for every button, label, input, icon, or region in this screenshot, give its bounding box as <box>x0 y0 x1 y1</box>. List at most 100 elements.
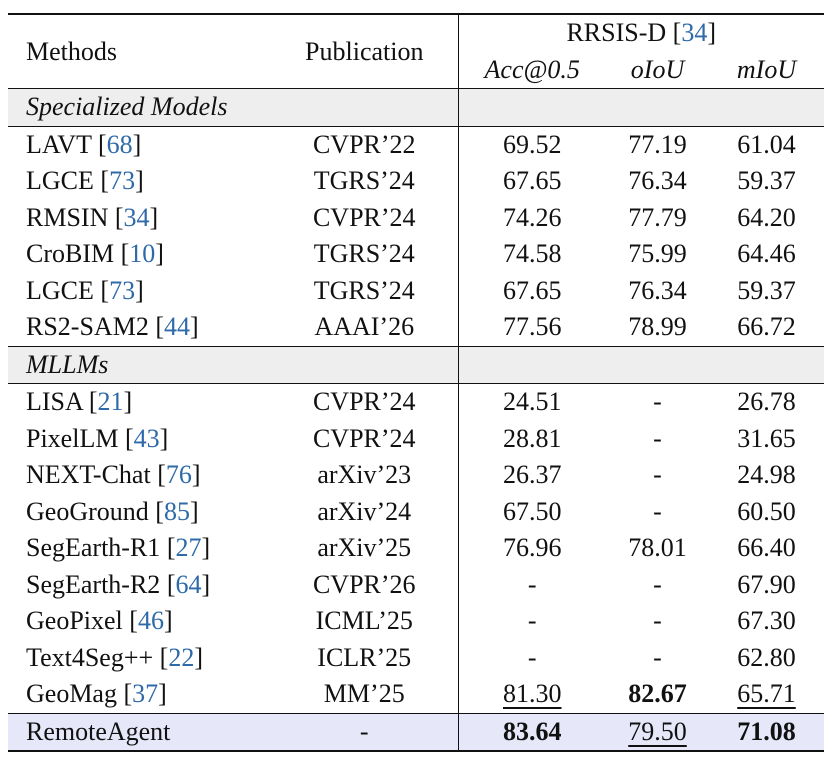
oiou-value: - <box>653 642 662 672</box>
miou-cell: 64.20 <box>709 200 824 237</box>
method-name: Text4Seg++ <box>26 642 154 672</box>
table-row: RS2-SAM2 [44] AAAI’26 77.56 78.99 66.72 <box>8 309 824 346</box>
acc-cell: 77.56 <box>457 309 606 346</box>
ours-miou-value: 71.08 <box>737 716 796 746</box>
citation-ref[interactable]: 73 <box>109 275 136 305</box>
oiou-value: 76.34 <box>628 275 687 305</box>
oiou-cell: - <box>606 421 709 458</box>
miou-cell: 62.80 <box>709 640 824 677</box>
miou-cell: 61.04 <box>709 126 824 163</box>
oiou-cell: 77.19 <box>606 126 709 163</box>
miou-value: 65.71 <box>737 679 796 709</box>
publication-cell: ICLR’25 <box>317 642 412 672</box>
citation-ref[interactable]: 64 <box>175 569 202 599</box>
citation-ref[interactable]: 10 <box>129 239 156 269</box>
oiou-value: - <box>653 496 662 526</box>
oiou-cell: 76.34 <box>606 273 709 310</box>
method-name: RS2-SAM2 <box>26 312 149 342</box>
oiou-value: - <box>653 460 662 490</box>
citation-ref[interactable]: 27 <box>175 533 202 563</box>
oiou-cell: - <box>606 567 709 604</box>
miou-value: 64.46 <box>737 239 796 269</box>
acc-value: 74.58 <box>503 239 562 269</box>
table-row: SegEarth-R1 [27] arXiv’25 76.96 78.01 66.40 <box>8 530 824 567</box>
table-row: SegEarth-R2 [64] CVPR’26 - - 67.90 <box>8 566 824 604</box>
oiou-value: 77.79 <box>628 202 687 232</box>
miou-value: 67.90 <box>737 569 796 599</box>
oiou-cell: - <box>606 640 709 677</box>
group-spacer <box>457 346 824 384</box>
miou-value: 67.30 <box>737 606 796 636</box>
acc-cell: 81.30 <box>457 676 606 713</box>
group-spacer <box>457 88 824 126</box>
table-row: LGCE [73] TGRS’24 67.65 76.34 59.37 <box>8 272 824 310</box>
oiou-value: - <box>653 606 662 636</box>
citation-ref[interactable]: 37 <box>132 679 159 709</box>
table-row: Text4Seg++ [22] ICLR’25 - - 62.80 <box>8 639 824 677</box>
method-cell: PixelLM [43] <box>26 423 169 453</box>
method-cell: LGCE [73] <box>26 166 144 196</box>
publication-cell: CVPR’22 <box>312 129 416 159</box>
method-name: LAVT <box>26 129 92 159</box>
acc-cell: 74.58 <box>457 236 606 273</box>
citation-ref[interactable]: 85 <box>163 496 190 526</box>
citation-ref[interactable]: 34 <box>123 202 150 232</box>
acc-value: 26.37 <box>503 460 562 490</box>
header-methods: Methods <box>26 36 117 66</box>
method-cell: CroBIM [10] <box>26 239 164 269</box>
method-name: SegEarth-R2 <box>26 569 161 599</box>
publication-cell: CVPR’24 <box>312 202 416 232</box>
method-cell: RS2-SAM2 [44] <box>26 312 199 342</box>
citation-ref[interactable]: 76 <box>165 460 192 490</box>
citation-ref[interactable]: 22 <box>168 642 195 672</box>
table-row: RMSIN [34] CVPR’24 74.26 77.79 64.20 <box>8 199 824 237</box>
miou-cell: 65.71 <box>709 676 824 713</box>
citation-ref[interactable]: 44 <box>164 312 190 342</box>
publication-cell: CVPR’24 <box>312 423 416 453</box>
oiou-cell: 82.67 <box>606 676 709 713</box>
publication-cell: ICML’25 <box>315 606 413 636</box>
citation-ref[interactable]: 21 <box>97 387 124 417</box>
miou-cell: 26.78 <box>709 384 824 421</box>
dataset-ref[interactable]: 34 <box>681 18 708 48</box>
method-cell: NEXT-Chat [76] <box>26 460 201 490</box>
publication-cell: arXiv’23 <box>317 460 412 490</box>
acc-cell: 28.81 <box>457 420 606 457</box>
header-acc: Acc@0.5 <box>457 51 606 89</box>
header-oiou: oIoU <box>630 54 685 84</box>
oiou-value: 78.01 <box>628 533 687 563</box>
method-cell: SegEarth-R2 [64] <box>26 569 211 599</box>
miou-cell: 31.65 <box>709 421 824 458</box>
publication-cell: arXiv’25 <box>317 533 412 563</box>
oiou-cell: - <box>606 494 709 531</box>
acc-value: - <box>527 569 537 599</box>
method-cell: GeoMag [37] <box>26 679 167 709</box>
ours-method: RemoteAgent <box>8 713 271 751</box>
publication-cell: TGRS’24 <box>313 275 415 305</box>
publication-cell: arXiv’24 <box>317 496 412 526</box>
method-cell: LISA [21] <box>26 387 133 417</box>
ours-miou-cell: 71.08 <box>709 713 824 751</box>
oiou-cell: - <box>606 384 709 421</box>
acc-cell: 26.37 <box>457 457 606 494</box>
acc-cell: - <box>457 566 606 603</box>
oiou-value: - <box>653 387 662 417</box>
table-row: LGCE [73] TGRS’24 67.65 76.34 59.37 <box>8 163 824 200</box>
citation-ref[interactable]: 46 <box>137 606 164 636</box>
oiou-value: 77.19 <box>628 129 687 159</box>
ours-row: RemoteAgent - 83.64 79.50 71.08 <box>8 713 824 751</box>
dataset-name: RRSIS-D <box>566 18 667 48</box>
acc-value: 69.52 <box>503 129 562 159</box>
citation-ref[interactable]: 73 <box>109 166 136 196</box>
acc-cell: 76.96 <box>457 530 606 567</box>
publication-cell: MM’25 <box>323 679 405 709</box>
oiou-cell: 78.99 <box>606 309 709 346</box>
ours-acc-value: 83.64 <box>503 716 562 746</box>
miou-value: 66.40 <box>737 533 796 563</box>
citation-ref[interactable]: 68 <box>106 129 133 159</box>
acc-value: 67.65 <box>503 275 562 305</box>
method-name: GeoGround <box>26 496 149 526</box>
miou-cell: 59.37 <box>709 273 824 310</box>
miou-value: 60.50 <box>737 496 796 526</box>
citation-ref[interactable]: 43 <box>133 423 160 453</box>
